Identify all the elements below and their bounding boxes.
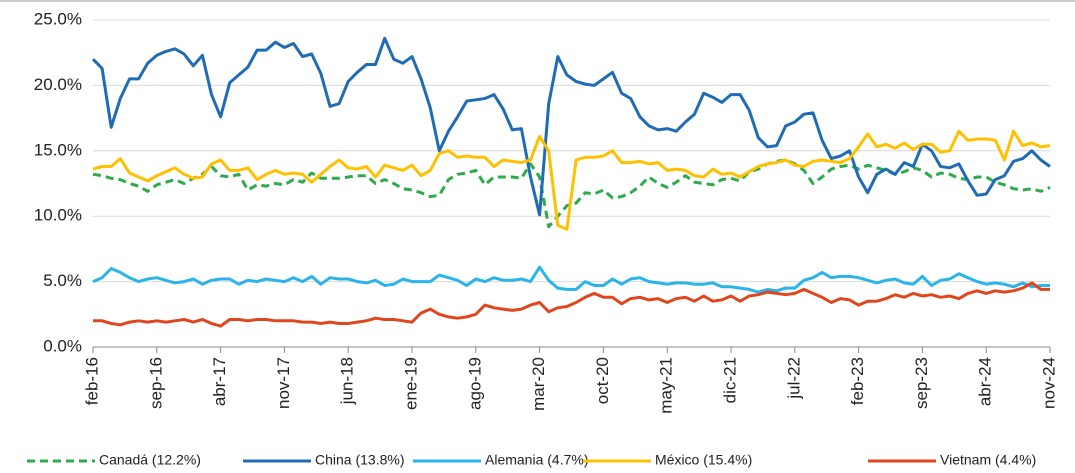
- x-tick-label: mar-20: [529, 357, 548, 411]
- legend-label: Canadá (12.2%): [99, 452, 201, 468]
- series-line: [93, 281, 1050, 328]
- x-tick-label: jul-22: [784, 357, 803, 400]
- series-line: [91, 36, 1051, 217]
- y-tick-label: 5.0%: [43, 271, 82, 290]
- series-line: [92, 129, 1051, 231]
- x-tick-label: feb-16: [82, 357, 101, 405]
- x-tick-label: ene-19: [401, 357, 420, 410]
- x-tick-label: ago-19: [465, 357, 484, 410]
- x-tick-label: dic-21: [720, 357, 739, 403]
- x-tick-label: jun-18: [338, 357, 357, 405]
- legend-label: China (13.8%): [315, 452, 405, 468]
- y-tick-label: 0.0%: [43, 336, 82, 355]
- x-tick-label: oct-20: [593, 357, 612, 404]
- x-tick-label: sep-16: [146, 357, 165, 409]
- y-tick-label: 25.0%: [34, 9, 82, 28]
- legend-label: Vietnam (4.4%): [940, 452, 1036, 468]
- x-tick-label: abr-24: [976, 357, 995, 406]
- x-tick-label: may-21: [657, 357, 676, 414]
- series-line: [92, 265, 1050, 294]
- x-tick-label: sep-23: [912, 357, 931, 409]
- x-tick-label: abr-17: [210, 357, 229, 406]
- y-tick-label: 10.0%: [34, 206, 82, 225]
- legend-label: Alemania (4.7%): [485, 452, 589, 468]
- x-tick-label: nov-17: [274, 357, 293, 409]
- legend-label: México (15.4%): [655, 452, 752, 468]
- x-tick-label: feb-23: [848, 357, 867, 405]
- x-tick-label: nov-24: [1039, 357, 1058, 409]
- y-tick-label: 15.0%: [34, 140, 82, 159]
- y-tick-label: 20.0%: [34, 75, 82, 94]
